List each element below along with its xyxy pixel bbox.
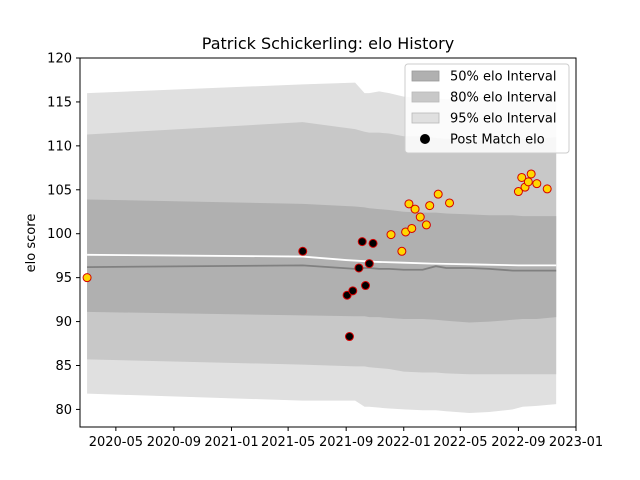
post-match-point	[344, 332, 354, 342]
legend-label: 80% elo Interval	[450, 91, 557, 106]
post-match-point	[532, 179, 542, 189]
x-axis-ticks: 2020-05 2020-09 2021-01 2021-05 2021-09 2022-…	[89, 427, 603, 450]
legend-swatch	[411, 70, 440, 82]
chart-title: Patrick Schickerling: elo History	[202, 34, 454, 53]
post-match-point	[421, 220, 431, 230]
post-match-point	[526, 169, 536, 179]
x-tick-label: 2021-09	[319, 435, 373, 450]
post-match-point	[357, 237, 367, 247]
y-tick-label: 105	[47, 183, 72, 198]
plot-frame	[79, 57, 577, 428]
post-match-point	[361, 281, 371, 291]
post-match-points	[82, 169, 552, 342]
post-match-point	[82, 273, 92, 283]
post-match-point	[523, 177, 533, 187]
x-tick-label: 2021-01	[204, 435, 258, 450]
y-tick-label: 110	[47, 139, 72, 154]
x-tick-label: 2022-05	[433, 435, 487, 450]
y-tick-label: 85	[55, 359, 72, 374]
post-match-point	[410, 204, 420, 214]
legend-marker	[420, 134, 430, 144]
x-tick-label: 2022-01	[377, 435, 431, 450]
post-match-point	[407, 223, 417, 233]
legend-swatch	[411, 91, 440, 103]
post-match-point	[368, 238, 378, 248]
post-match-point	[445, 198, 455, 208]
y-tick-label: 115	[47, 95, 72, 110]
x-tick-label: 2021-05	[261, 435, 315, 450]
post-match-point	[397, 246, 407, 256]
interval-bands	[87, 82, 557, 413]
post-match-point	[542, 184, 552, 194]
post-match-point	[517, 172, 527, 182]
post-match-point	[425, 201, 435, 211]
mean-elo-line	[87, 253, 557, 267]
legend-label: 50% elo Interval	[450, 70, 557, 85]
post-match-point	[354, 263, 364, 273]
y-tick-label: 80	[55, 403, 72, 418]
x-tick-label: 2020-05	[89, 435, 143, 450]
y-tick-label: 95	[55, 271, 72, 286]
y-tick-label: 100	[47, 227, 72, 242]
band-50-interval	[87, 199, 557, 323]
legend: 50% elo Interval 80% elo Interval 95% elo …	[404, 63, 570, 154]
y-axis-ticks: 80 85 90 95 100 105 110 115 120	[47, 52, 80, 418]
y-tick-label: 90	[55, 315, 72, 330]
post-match-point	[348, 286, 358, 296]
post-match-point	[433, 189, 443, 199]
post-match-point	[415, 212, 425, 222]
x-tick-label: 2023-01	[549, 435, 603, 450]
post-match-point	[404, 199, 414, 209]
legend-label: Post Match elo	[450, 133, 545, 148]
post-match-point	[513, 187, 523, 197]
legend-label: 95% elo Interval	[450, 112, 557, 127]
y-tick-label: 120	[47, 52, 72, 67]
legend-box	[404, 63, 570, 154]
x-tick-label: 2022-09	[491, 435, 545, 450]
x-tick-label: 2020-09	[147, 435, 201, 450]
post-match-point	[386, 230, 396, 240]
post-match-point	[364, 259, 374, 269]
y-axis-label: elo score	[24, 214, 39, 273]
post-match-point	[298, 246, 308, 256]
legend-swatch	[411, 112, 440, 124]
